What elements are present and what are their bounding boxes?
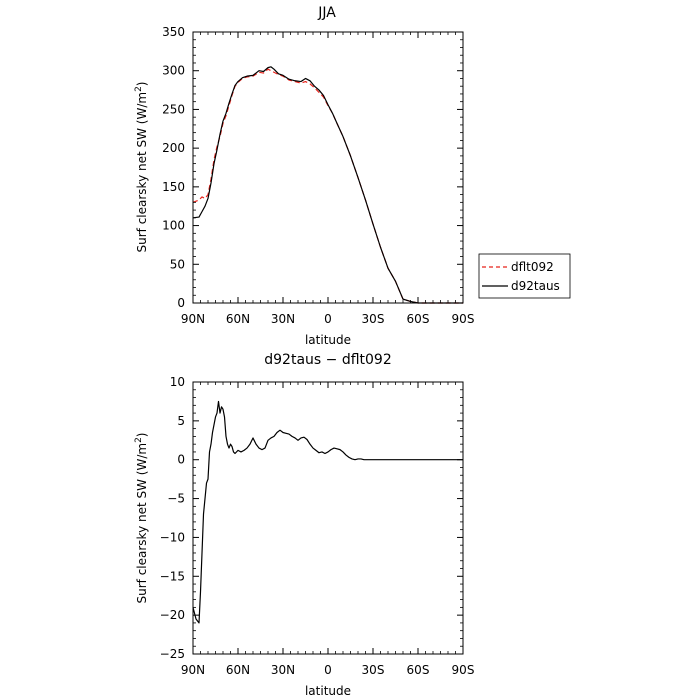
top-y-tick-label: 300 (162, 64, 185, 78)
bottom-y-tick-label: −15 (160, 569, 185, 583)
top-y-tick-label: 200 (162, 141, 185, 155)
bottom-y-axis-label: Surf clearsky net SW (W/m2) (134, 433, 149, 604)
top-y-tick-label: 100 (162, 219, 185, 233)
bottom-y-tick-label: 0 (177, 453, 185, 467)
top-x-axis-label: latitude (305, 333, 351, 347)
bottom-y-tick-label: 5 (177, 414, 185, 428)
top-panel: JJA 90N 60N 30N 0 30S 60S 90S 0 50 100 150 200 250 30… (134, 5, 474, 347)
top-x-tick-label: 90S (452, 312, 475, 326)
bottom-y-tick-label: −5 (167, 492, 185, 506)
top-x-tick-label: 0 (324, 312, 332, 326)
top-y-tick-label: 250 (162, 102, 185, 116)
bottom-x-tick-label: 90N (181, 663, 205, 677)
bottom-y-tick-label: −25 (160, 647, 185, 661)
bottom-panel-title: d92taus − dflt092 (264, 352, 391, 368)
legend-box (478, 253, 571, 299)
top-x-tick-label: 90N (181, 312, 205, 326)
top-y-tick-label: 350 (162, 25, 185, 39)
top-x-tick-label: 60N (226, 312, 250, 326)
bottom-x-tick-label: 60N (226, 663, 250, 677)
top-x-tick-label: 30S (362, 312, 385, 326)
top-plot-frame (192, 31, 464, 304)
bottom-panel: d92taus − dflt092 90N 60N 30N 0 30S 60S 90S −25… (134, 352, 474, 698)
bottom-x-tick-label: 60S (407, 663, 430, 677)
bottom-x-tick-label: 30S (362, 663, 385, 677)
top-series-line-d92taus (192, 66, 463, 304)
top-x-tick-label: 60S (407, 312, 430, 326)
top-y-tick-label: 0 (177, 296, 185, 310)
top-y-tick-label: 150 (162, 180, 185, 194)
legend-label-d92taus: d92taus (511, 279, 560, 293)
bottom-y-tick-label: 10 (170, 375, 185, 389)
bottom-series-line-difference (192, 400, 463, 624)
bottom-x-tick-label: 30N (271, 663, 295, 677)
top-y-tick-label: 50 (170, 257, 185, 271)
bottom-x-tick-label: 90S (452, 663, 475, 677)
bottom-y-tick-label: −10 (160, 530, 185, 544)
top-x-tick-label: 30N (271, 312, 295, 326)
legend-label-dflt092: dflt092 (511, 260, 554, 274)
bottom-plot-frame (192, 381, 464, 655)
bottom-x-tick-label: 0 (324, 663, 332, 677)
legend: dflt092 d92taus (478, 253, 571, 299)
bottom-y-tick-label: −20 (160, 608, 185, 622)
bottom-x-axis-label: latitude (305, 684, 351, 698)
top-y-axis-label: Surf clearsky net SW (W/m2) (134, 82, 149, 253)
top-panel-title: JJA (317, 5, 336, 21)
